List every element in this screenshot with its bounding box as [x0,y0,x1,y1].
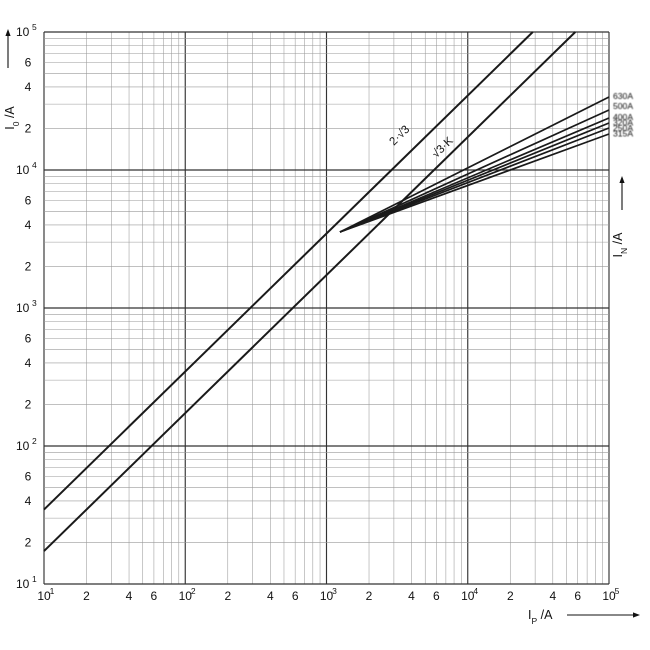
svg-text:2: 2 [25,122,32,136]
svg-text:6: 6 [151,589,158,603]
svg-text:4: 4 [267,589,274,603]
svg-text:6: 6 [25,56,32,70]
svg-text:4: 4 [25,80,32,94]
svg-text:2: 2 [32,436,37,446]
svg-text:3: 3 [332,586,337,596]
svg-text:4: 4 [126,589,133,603]
svg-text:2: 2 [25,260,32,274]
svg-text:6: 6 [574,589,581,603]
svg-text:2: 2 [25,536,32,550]
svg-text:1: 1 [32,574,37,584]
svg-text:5: 5 [615,586,620,596]
svg-text:2: 2 [366,589,373,603]
svg-text:10: 10 [16,25,30,39]
svg-text:4: 4 [25,356,32,370]
svg-text:6: 6 [25,470,32,484]
svg-text:10: 10 [16,301,30,315]
svg-text:6: 6 [25,194,32,208]
svg-text:2: 2 [224,589,231,603]
svg-text:10: 10 [16,439,30,453]
svg-text:1: 1 [50,586,55,596]
svg-text:630A: 630A [613,91,633,101]
svg-text:10: 10 [16,163,30,177]
svg-text:6: 6 [433,589,440,603]
svg-text:4: 4 [32,160,37,170]
svg-text:2: 2 [191,586,196,596]
svg-text:2: 2 [507,589,514,603]
svg-text:4: 4 [408,589,415,603]
svg-text:6: 6 [292,589,299,603]
svg-text:5: 5 [32,22,37,32]
svg-text:2: 2 [25,398,32,412]
svg-text:3: 3 [32,298,37,308]
svg-text:4: 4 [473,586,478,596]
svg-text:2: 2 [83,589,90,603]
svg-text:6: 6 [25,332,32,346]
svg-text:4: 4 [25,218,32,232]
svg-text:4: 4 [25,494,32,508]
svg-text:500A: 500A [613,101,633,111]
svg-text:10: 10 [16,577,30,591]
svg-text:315A: 315A [613,129,633,139]
svg-text:4: 4 [549,589,556,603]
